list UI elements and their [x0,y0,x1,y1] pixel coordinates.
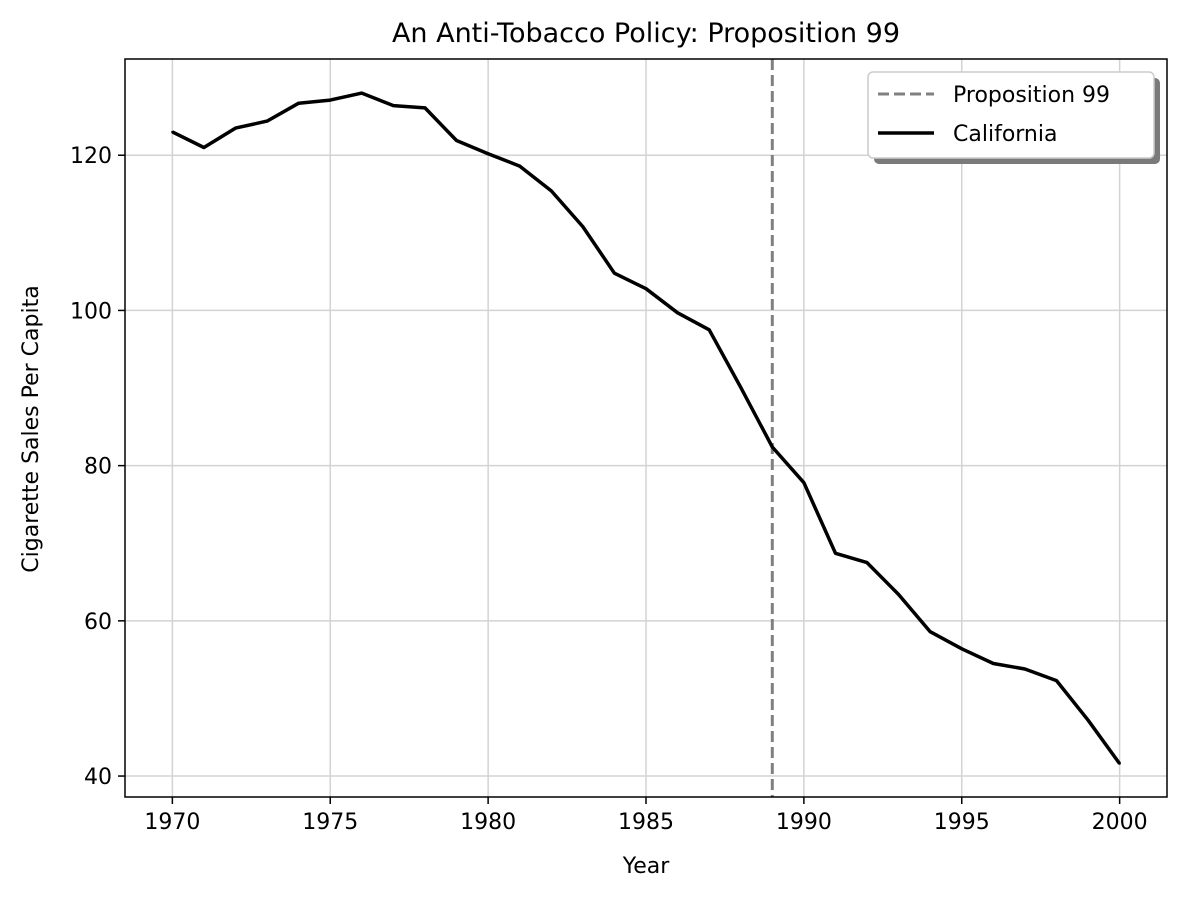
x-tick-label-1970: 1970 [144,810,200,835]
data-point-1992 [865,561,869,564]
data-point-1987 [707,328,711,332]
y-tick-label-60: 60 [84,610,112,635]
data-point-1989 [771,445,774,449]
x-tick-label-2000: 2000 [1092,810,1148,835]
data-point-1979 [455,139,458,142]
data-point-1977 [392,104,395,107]
y-tick-label-80: 80 [84,455,112,480]
data-point-1974 [297,102,300,105]
data-point-1985 [644,287,648,290]
data-point-1976 [360,91,364,95]
data-point-1971 [202,146,206,149]
x-tick-label-1980: 1980 [460,810,516,835]
y-tick-label-120: 120 [70,144,112,169]
data-point-1982 [550,189,553,193]
data-point-1973 [265,119,269,123]
x-tick-label-1995: 1995 [934,810,990,835]
data-point-1991 [834,552,837,555]
legend-label-california: California [953,122,1057,147]
data-point-2000 [1118,762,1121,765]
data-point-1998 [1055,679,1058,682]
y-tick-label-100: 100 [70,299,112,324]
tick-layer: 1970 1975 1980 1985 1990 1995 2000 40 60 80 100 120 [70,144,1148,835]
data-point-1999 [1086,718,1090,722]
data-point-1980 [486,152,490,155]
data-point-1993 [897,593,900,596]
data-point-1988 [739,386,742,389]
y-tick-label-40: 40 [84,765,112,790]
x-tick-label-1990: 1990 [776,810,832,835]
data-point-1984 [613,271,616,275]
data-point-1990 [802,481,806,484]
chart-title: An Anti-Tobacco Policy: Proposition 99 [392,18,900,49]
data-point-1997 [1023,667,1027,671]
data-point-1975 [329,98,332,102]
grid-layer [125,59,1167,797]
y-axis-label: Cigarette Sales Per Capita [19,285,44,572]
data-point-1986 [676,311,679,314]
legend-box [867,71,1155,159]
data-point-1994 [928,630,932,633]
legend-label-proposition-99: Proposition 99 [953,83,1110,108]
x-tick-label-1975: 1975 [302,810,358,835]
data-point-1996 [992,662,995,665]
data-point-1978 [423,106,427,110]
data-point-1983 [581,225,585,228]
x-tick-label-1985: 1985 [618,810,674,835]
data-point-1972 [234,126,237,130]
data-point-1995 [960,647,963,650]
data-point-1970 [171,130,174,134]
data-point-1981 [518,164,521,168]
legend: Proposition 99 California [867,71,1160,164]
series-layer [171,91,1122,765]
x-axis-label: Year [622,854,671,879]
